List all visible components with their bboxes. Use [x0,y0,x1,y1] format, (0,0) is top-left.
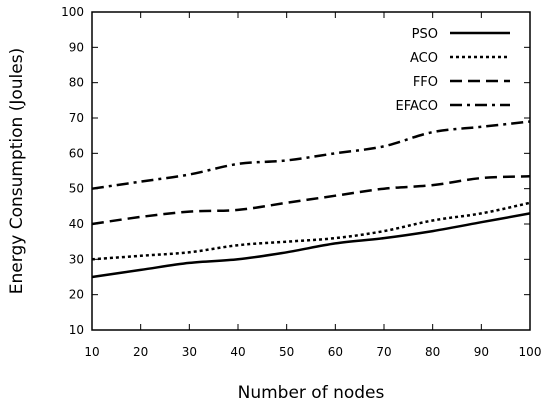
legend: PSO ACO FFO EFACO [396,27,510,114]
x-tick-label: 100 [519,345,542,359]
y-tick-label: 40 [69,217,84,231]
x-tick-label: 20 [133,345,148,359]
y-tick-label: 70 [69,111,84,125]
y-tick-label: 20 [69,288,84,302]
plot-area: 10 20 30 40 50 60 70 80 90 100 10 20 30 40 50 60 70 80 90 1… [61,5,541,359]
y-tick-label: 50 [69,182,84,196]
series-line-efaco [91,120,531,190]
series-line-ffo [91,175,531,226]
x-tick-label: 50 [279,345,294,359]
x-tick-label: 80 [425,345,440,359]
plot-frame [91,11,531,331]
y-axis-title: Energy Consumption (Joules) [7,48,27,294]
x-tick-label: 60 [328,345,343,359]
x-tick-label: 70 [376,345,391,359]
series-line-aco [91,201,531,261]
y-tick-label: 60 [69,146,84,160]
y-tick-label: 90 [69,40,84,54]
x-tick-label: 30 [182,345,197,359]
y-tick-label: 80 [69,76,84,90]
legend-label-ffo: FFO [413,75,438,90]
legend-label-efaco: EFACO [396,99,438,114]
y-tick-label: 100 [61,5,84,19]
y-tick-label: 30 [69,252,84,266]
axis-ticks: 10 20 30 40 50 60 70 80 90 100 10 20 30 40 50 60 70 80 90 1… [61,5,541,359]
x-axis-title: Number of nodes [238,383,385,403]
legend-label-pso: PSO [412,27,438,42]
x-tick-label: 40 [230,345,245,359]
legend-label-aco: ACO [410,51,438,66]
y-tick-label: 10 [69,323,84,337]
series-line-pso [91,212,531,279]
x-tick-label: 90 [474,345,489,359]
series-lines [91,120,531,279]
x-tick-label: 10 [84,345,99,359]
